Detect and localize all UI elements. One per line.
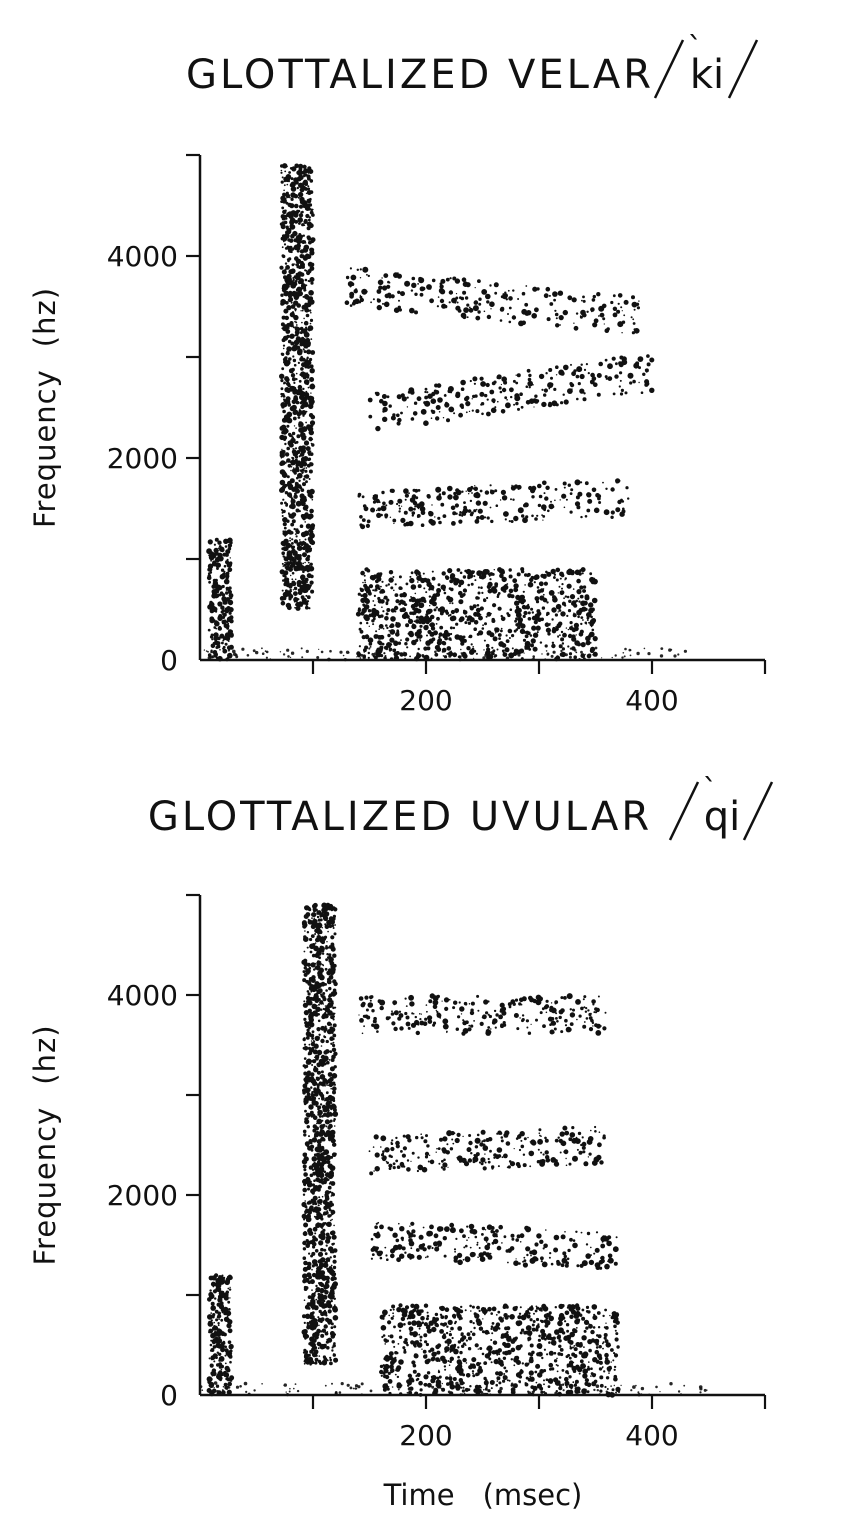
event-release-burst xyxy=(206,537,234,662)
transcription-text: ki xyxy=(690,52,724,98)
y-axis-unit: (hz) xyxy=(28,287,62,347)
y-tick-label: 2000 xyxy=(107,442,178,475)
x-tick-label: 200 xyxy=(399,1419,452,1452)
formant-F4 xyxy=(358,993,607,1036)
formant-F3 xyxy=(367,354,655,432)
x-tick-label: 400 xyxy=(625,1419,678,1452)
y-tick-label: 0 xyxy=(160,1379,178,1412)
y-axis-label: Frequency (hz) xyxy=(28,1024,62,1265)
event-vowel-voicing xyxy=(355,567,598,662)
formant-F3 xyxy=(368,1125,606,1176)
panel-title: GLOTTALIZED UVULAR xyxy=(148,794,652,840)
event-ejective-release-spike xyxy=(279,163,316,611)
y-tick-label: 4000 xyxy=(107,979,178,1012)
panel-title: GLOTTALIZED VELAR xyxy=(186,52,654,98)
grave-accent: ` xyxy=(703,773,718,808)
y-axis-title: Frequency xyxy=(28,369,62,528)
y-tick-label: 0 xyxy=(160,644,178,677)
y-axis-label: Frequency (hz) xyxy=(28,287,62,528)
event-vowel-voicing xyxy=(379,1303,621,1398)
spectrogram-panel-2: 0 2000 4000 200 400 Frequency (hz) Time (msec) GL… xyxy=(28,773,774,1512)
x-axis-label: Time (msec) xyxy=(383,1478,583,1512)
formant-F4 xyxy=(344,266,641,335)
event-release-burst xyxy=(206,1273,235,1397)
spectrogram-energy xyxy=(199,902,708,1398)
spectrogram-panel-1: 0 2000 4000 200 400 Frequency (hz) GLOTTALIZED … xyxy=(28,31,767,717)
phonetic-transcription: qi` xyxy=(668,773,774,841)
x-axis-unit: (msec) xyxy=(483,1478,583,1512)
formant-F2 xyxy=(370,1221,619,1270)
event-ejective-release-spike xyxy=(301,902,339,1366)
y-axis-title: Frequency xyxy=(28,1107,62,1266)
phonetic-transcription: ki` xyxy=(653,31,759,99)
y-tick-label: 2000 xyxy=(107,1179,178,1212)
x-tick-label: 200 xyxy=(399,684,452,717)
spectrogram-energy xyxy=(203,163,688,662)
x-axis-title: Time xyxy=(383,1478,455,1512)
y-axis-unit: (hz) xyxy=(28,1024,62,1084)
transcription-text: qi xyxy=(704,794,741,840)
x-tick-label: 400 xyxy=(625,684,678,717)
grave-accent: ` xyxy=(688,31,703,66)
formant-F2 xyxy=(357,478,630,530)
y-tick-label: 4000 xyxy=(107,240,178,273)
